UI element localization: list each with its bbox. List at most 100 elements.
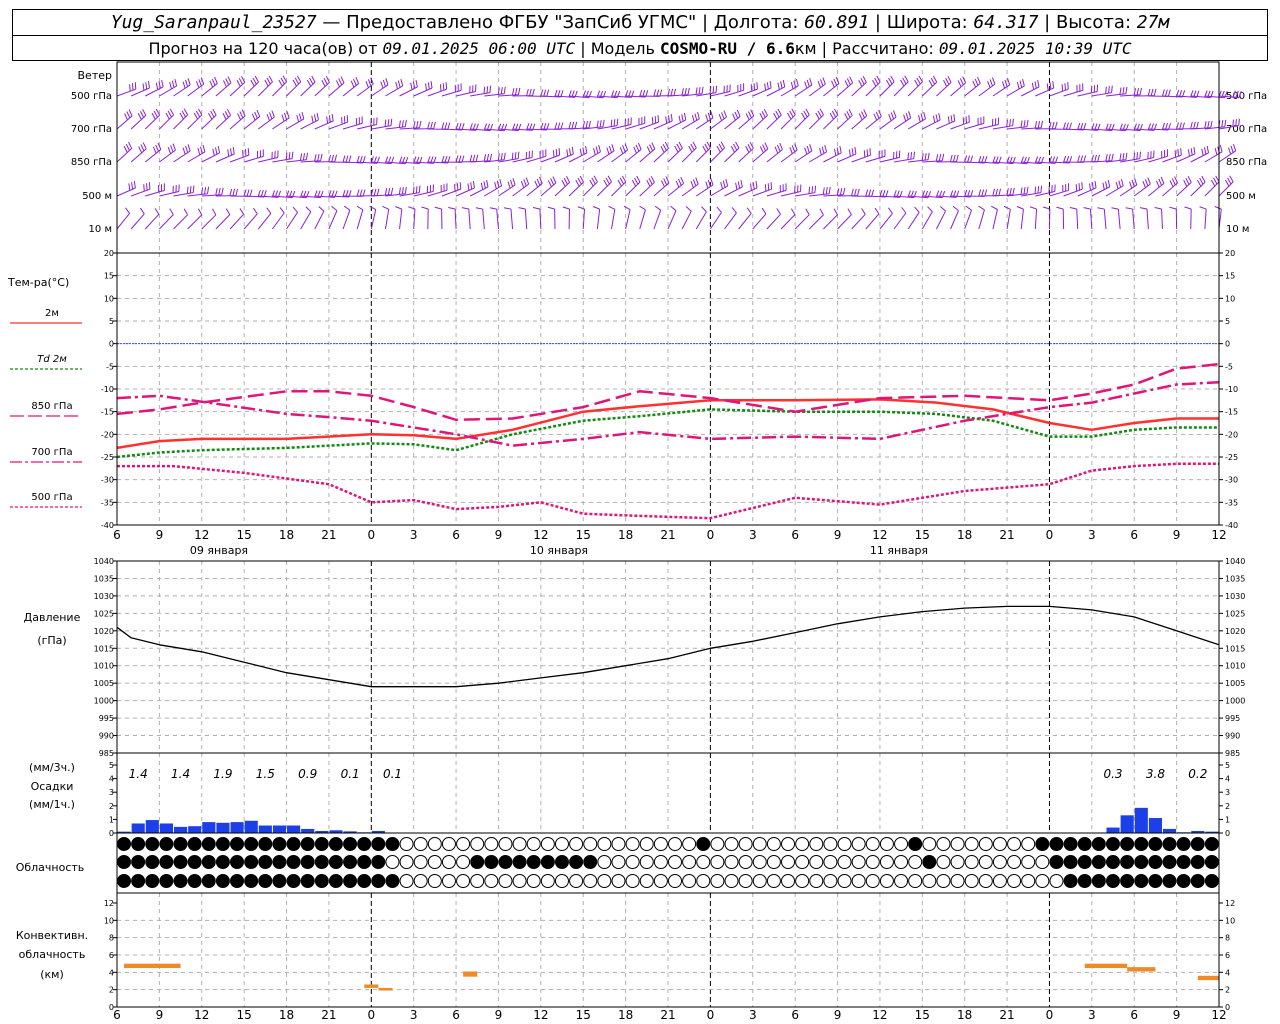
hour-label: 21 (999, 528, 1014, 542)
wind-barb-feather (1097, 154, 1100, 162)
wind-barb-feather (1052, 81, 1055, 89)
cloud-overcast-marker (117, 855, 131, 869)
wind-barb (1176, 153, 1196, 163)
wind-barb-feather (227, 76, 232, 84)
pressure-tick-label-right: 1030 (1225, 592, 1245, 601)
temp-tick-label-right: -40 (1225, 521, 1238, 530)
wind-barb (921, 211, 933, 230)
wind-barb-feather (920, 113, 924, 121)
wind-barb-feather (279, 207, 285, 214)
wind-barb-feather (688, 145, 693, 153)
cloud-clear-marker (992, 855, 1007, 869)
wind-barb-feather (967, 155, 971, 163)
cloud-clear-marker (865, 837, 880, 851)
wind-barb (370, 209, 377, 230)
cloud-overcast-marker (343, 855, 358, 869)
wind-barb (978, 209, 985, 230)
wind-barb (300, 81, 316, 97)
wind-barb-feather (731, 207, 737, 214)
cloud-clear-marker (611, 837, 626, 851)
wind-barb-feather (1020, 187, 1023, 195)
cloud-clear-marker (668, 837, 682, 851)
wind-barb-feather (1147, 177, 1151, 185)
wind-barb-feather (839, 187, 843, 196)
wind-barb-feather (1125, 152, 1128, 160)
wind-barb-feather (791, 145, 796, 153)
wind-barb-feather (858, 113, 863, 121)
wind-barb-feather (692, 141, 697, 149)
cloud-clear-marker (1007, 837, 1022, 851)
hour-label-bottom: 3 (410, 1008, 418, 1022)
wind-barb (201, 83, 218, 97)
wind-barb-feather (1006, 188, 1009, 196)
wind-barb-feather (568, 121, 572, 129)
wind-barb-feather (681, 88, 684, 96)
wind-barb (116, 88, 136, 97)
cloud-overcast-marker (187, 855, 202, 869)
wind-barb-feather (752, 182, 755, 190)
wind-barb-feather (910, 152, 913, 160)
wind-barb (385, 193, 406, 197)
wind-barb (1006, 85, 1025, 97)
wind-barb (908, 195, 929, 199)
wind-barb (1077, 128, 1098, 131)
wind-barb-feather (886, 79, 891, 87)
wind-barb-feather (610, 119, 613, 127)
wind-barb (215, 82, 232, 97)
pressure-unit: (гПа) (37, 634, 66, 647)
wind-barb-feather (977, 76, 981, 84)
cloud-overcast-marker (272, 855, 287, 869)
wind-barb-feather (851, 188, 854, 196)
cloud-clear-marker (625, 874, 640, 888)
hour-label: 0 (707, 528, 715, 542)
wind-barb-feather (664, 141, 669, 149)
pressure-tick-label-left: 1005 (94, 679, 114, 688)
wind-barb-feather (608, 205, 616, 210)
wind-barb-feather (1091, 182, 1094, 190)
pressure-tick-label-left: 1040 (94, 557, 114, 566)
precip-bar (301, 828, 315, 833)
wind-barb (1021, 127, 1042, 130)
wind-barb-feather (848, 108, 853, 116)
cloud-overcast-marker (1120, 855, 1135, 869)
wind-barb-feather (678, 141, 683, 149)
date-label: 10 января (530, 544, 588, 557)
wind-barb-feather (637, 142, 642, 150)
wind-barb-feather (157, 142, 162, 150)
wind-barb-feather (215, 188, 218, 196)
wind-barb (766, 86, 785, 97)
wind-barb (1049, 189, 1069, 197)
wind-barb-feather (1155, 180, 1160, 188)
hour-label: 12 (533, 528, 548, 542)
model-unit: км (794, 39, 817, 58)
wind-barb-feather (687, 87, 690, 95)
wind-barb-feather (562, 206, 570, 210)
wind-barb (1007, 161, 1028, 165)
wind-barb (498, 94, 519, 97)
wind-barb-feather (395, 206, 402, 210)
temp-tick-label-right: -20 (1225, 430, 1238, 439)
wind-barb (724, 147, 740, 163)
cloud-clear-marker (682, 837, 697, 851)
wind-barb-feather (365, 80, 369, 88)
wind-barb-feather (271, 110, 275, 118)
wind-barb-feather (794, 143, 798, 151)
wind-barb (130, 115, 147, 130)
cloud-overcast-marker (215, 837, 230, 851)
wind-barb (328, 121, 348, 130)
wind-barb (1204, 209, 1207, 230)
cloud-overcast-marker (1162, 874, 1177, 888)
wind-barb-feather (430, 121, 433, 129)
wind-barb-feather (935, 154, 939, 162)
wind-barb-feather (560, 122, 564, 130)
wind-barb-feather (869, 148, 871, 156)
wind-barb-feather (221, 187, 224, 195)
wind-barb-feather (676, 143, 681, 151)
wind-barb-feather (1029, 206, 1037, 210)
wind-barb-feather (1006, 119, 1008, 127)
wind-barb-feather (318, 206, 325, 212)
cloud-overcast-marker (1063, 874, 1078, 888)
wind-barb (187, 193, 208, 197)
wind-barb (597, 181, 612, 197)
wind-barb (540, 95, 561, 98)
